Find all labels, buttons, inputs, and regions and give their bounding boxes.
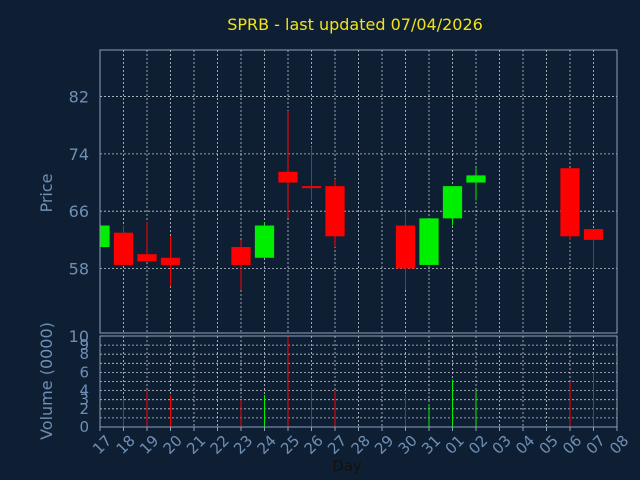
candle-body <box>100 225 110 248</box>
marks-layer <box>99 110 604 427</box>
candle-body <box>231 247 251 265</box>
candle-body <box>160 257 181 265</box>
price-panel-border <box>99 49 618 334</box>
price-axis-label: Price <box>37 173 56 212</box>
candle-body <box>442 186 463 219</box>
axes-layer <box>99 49 618 431</box>
volume-tick-label: 6 <box>79 363 89 381</box>
chart-title: SPRB - last updated 07/04/2026 <box>227 15 483 34</box>
candle-body <box>137 254 157 262</box>
volume-tick-label: 8 <box>79 345 89 363</box>
candle-body <box>113 232 134 265</box>
candle-body <box>301 186 322 189</box>
price-tick-label: 82 <box>69 88 89 107</box>
volume-axis-label: Volume (0000) <box>37 322 56 440</box>
candle-body <box>466 175 486 183</box>
volume-tick-label: 2 <box>79 400 89 418</box>
price-tick-label: 74 <box>69 145 89 164</box>
x-axis-label: Day <box>332 457 362 475</box>
candle-body <box>560 168 580 237</box>
volume-tick-label: 9 <box>79 336 89 354</box>
candle-body <box>254 225 275 258</box>
price-tick-label: 66 <box>69 202 89 221</box>
candle-body <box>325 186 345 237</box>
volume-tick-label: 4 <box>79 382 89 400</box>
candle-body <box>583 229 604 240</box>
price-tick-label: 58 <box>69 260 89 279</box>
volume-tick-label: 0 <box>79 418 89 436</box>
volume-tick-label: 3 <box>79 391 89 409</box>
candle-body <box>278 171 298 183</box>
volume-top-tick-label: 10 <box>69 327 89 346</box>
candle-body <box>395 225 416 269</box>
candle-body <box>419 218 439 265</box>
